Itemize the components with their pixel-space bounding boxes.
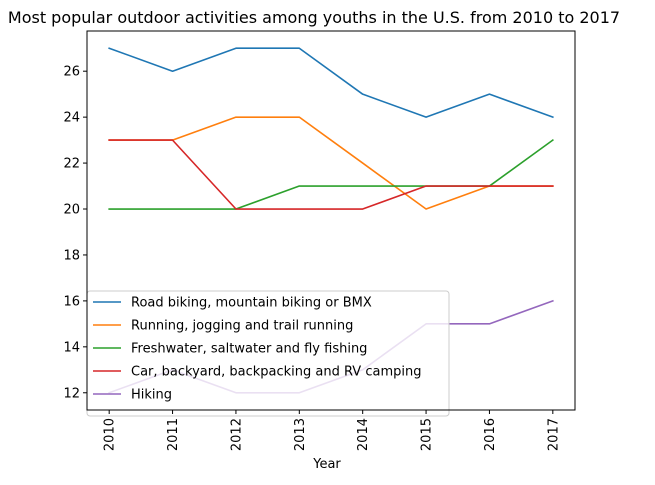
y-tick-label-18: 18 [63,248,80,263]
legend-label-5: Hiking [131,388,172,403]
series-line-3 [108,138,554,210]
chart-title: Most popular outdoor activities among yo… [8,8,620,27]
x-tick-label-2013: 2013 [293,418,308,451]
legend: Road biking, mountain biking or BMX Runni… [86,290,450,417]
x-tick-label-2010: 2010 [103,418,118,451]
plot-frame [86,30,576,411]
x-tick-label-2011: 2011 [166,418,181,451]
x-tick-label-2014: 2014 [356,418,371,451]
y-tick-label-16: 16 [63,294,80,309]
y-tick-label-14: 14 [63,340,80,355]
series-line-1 [108,47,554,119]
series-line-4 [108,139,554,210]
plot-area: Road biking, mountain biking or BMX Runni… [63,30,576,451]
x-tick-label-2017: 2017 [546,418,561,451]
y-tick-label-20: 20 [63,203,80,218]
series-line-2 [108,116,554,210]
legend-label-4: Car, backyard, backpacking and RV campin… [131,365,421,380]
legend-label-3: Freshwater, saltwater and fly fishing [131,342,367,357]
y-tick-label-22: 22 [63,157,80,172]
y-tick-label-26: 26 [63,65,80,80]
legend-label-1: Road biking, mountain biking or BMX [131,296,372,311]
x-tick-label-2015: 2015 [420,418,435,451]
legend-label-2: Running, jogging and trail running [131,319,353,334]
y-tick-label-12: 12 [63,386,80,401]
x-axis-label: Year [312,457,341,472]
x-tick-label-2012: 2012 [229,418,244,451]
y-tick-label-24: 24 [63,111,80,126]
x-tick-label-2016: 2016 [483,418,498,451]
